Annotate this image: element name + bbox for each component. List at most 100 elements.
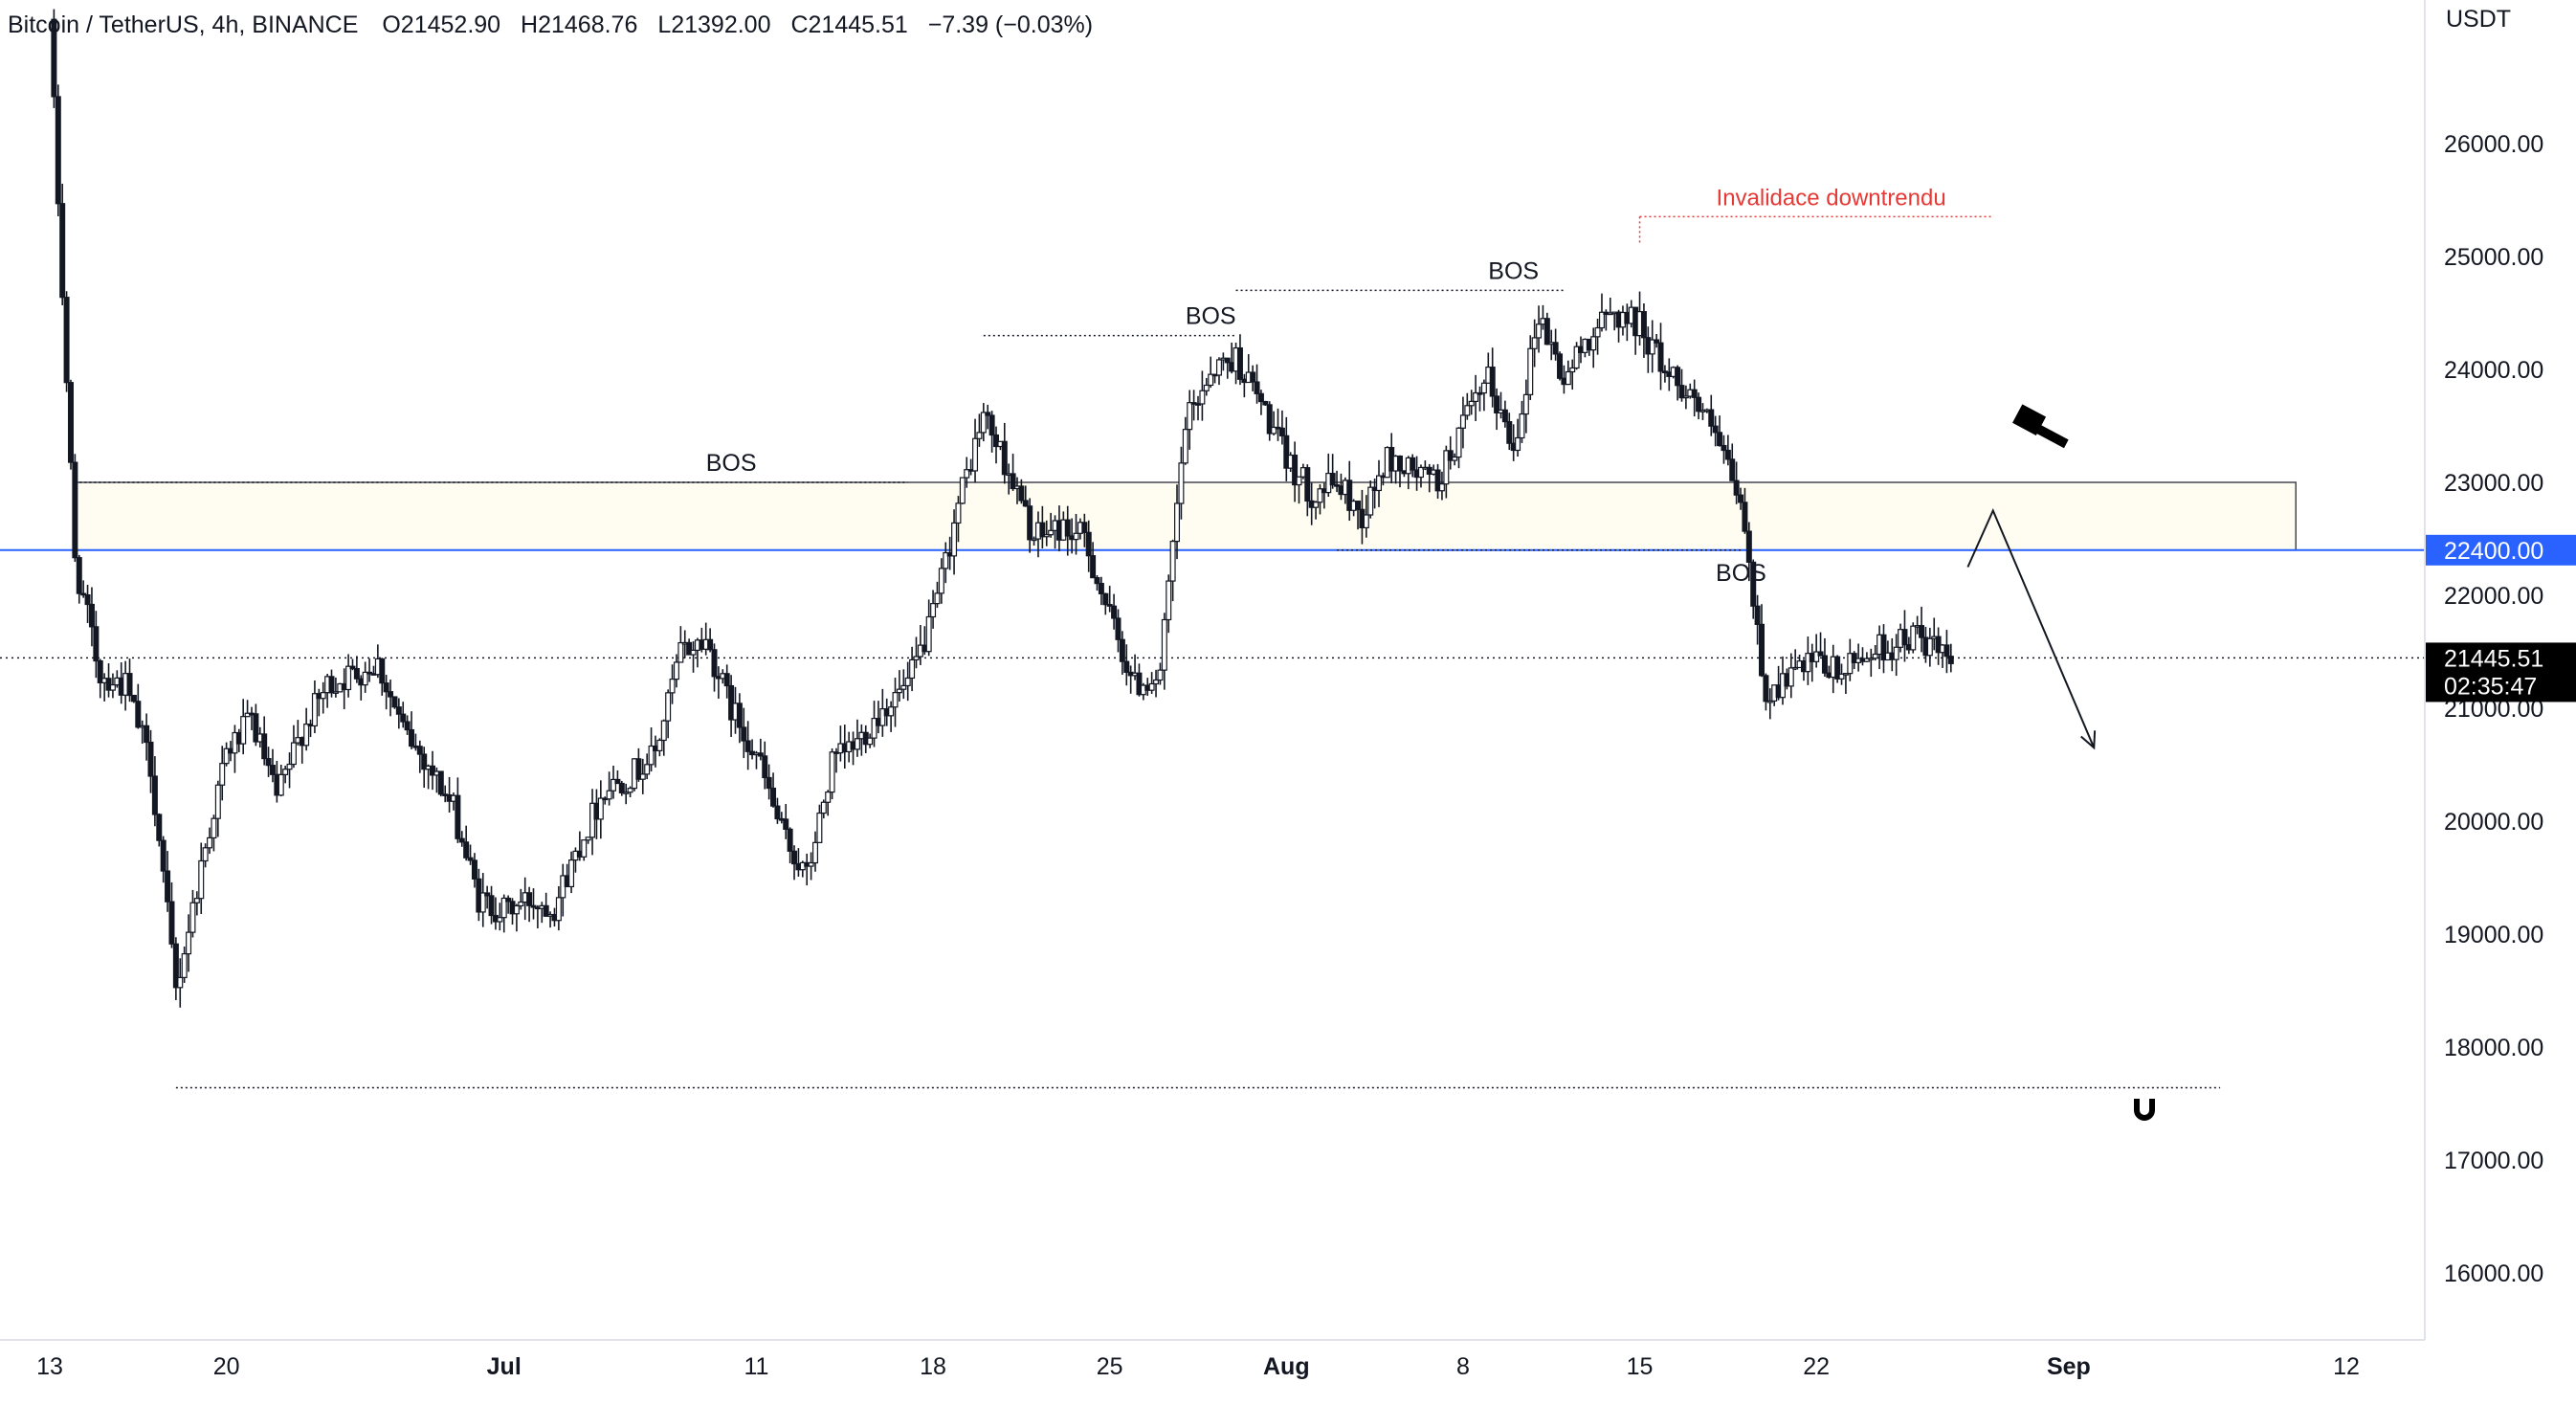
- candle-body: [1565, 370, 1571, 386]
- ohlc-close: C21445.51: [790, 11, 907, 38]
- candle: [1278, 410, 1285, 445]
- candle: [1090, 542, 1097, 579]
- candle-body: [1111, 605, 1118, 619]
- candle: [409, 711, 415, 749]
- candle: [1329, 454, 1336, 489]
- candle: [328, 669, 335, 698]
- candle-body: [1759, 623, 1765, 677]
- candle-body: [345, 665, 352, 691]
- candle: [202, 843, 209, 868]
- candle-body: [1792, 666, 1799, 670]
- candle-body: [290, 742, 297, 766]
- candle: [635, 747, 642, 782]
- candle-body: [1708, 409, 1715, 427]
- candle-body: [253, 713, 259, 743]
- candle: [774, 797, 781, 824]
- candle-body: [1926, 637, 1933, 657]
- candle-body: [1250, 371, 1256, 383]
- candle: [186, 914, 192, 972]
- price-tick-label: 25000.00: [2444, 244, 2543, 271]
- candle: [156, 813, 163, 847]
- candle: [1073, 513, 1079, 555]
- candle-body: [1682, 395, 1689, 399]
- candle: [900, 669, 907, 700]
- candle: [151, 756, 158, 827]
- price-tick-label: 24000.00: [2444, 357, 2543, 384]
- candle: [1536, 305, 1543, 353]
- candle-body: [660, 720, 667, 742]
- candle-body: [144, 725, 150, 744]
- candle: [1317, 484, 1323, 515]
- candle: [1817, 632, 1824, 657]
- candle: [909, 646, 916, 692]
- annotations-layer: BOS BOS BOS BOS Invalidace downtrendu: [75, 185, 2097, 750]
- candle-body: [55, 96, 61, 205]
- candle: [1039, 505, 1046, 549]
- price-axis[interactable]: USDT 16000.00 17000.00 18000.00 19000.00 200…: [2424, 0, 2576, 1340]
- candle-body: [1039, 522, 1046, 538]
- plot-area[interactable]: BOS BOS BOS BOS Invalidace downtrendu: [0, 9, 2425, 1089]
- candle: [1468, 390, 1475, 415]
- candle-body: [130, 694, 137, 702]
- candle-body: [1678, 385, 1685, 399]
- candle: [1682, 385, 1689, 410]
- candle-body: [530, 904, 537, 908]
- candle: [282, 766, 289, 784]
- candle-body: [787, 828, 793, 852]
- candle-body: [690, 649, 697, 656]
- candle: [618, 780, 625, 796]
- candle: [1363, 495, 1369, 538]
- candle-body: [1346, 479, 1353, 511]
- candle: [1721, 435, 1727, 464]
- candle: [1452, 453, 1458, 466]
- candle-body: [1738, 494, 1744, 503]
- candle-body: [972, 437, 979, 472]
- candle: [1640, 302, 1647, 358]
- candle-body: [723, 673, 730, 687]
- candle-body: [1148, 682, 1155, 691]
- candle: [181, 946, 188, 983]
- candle-body: [988, 414, 995, 436]
- legend-gap: [514, 11, 521, 38]
- candle-body: [76, 557, 82, 594]
- time-tick-label: 25: [1097, 1353, 1123, 1380]
- time-tick-label: 13: [36, 1353, 63, 1380]
- candle: [526, 886, 533, 923]
- candle: [1296, 476, 1302, 504]
- hammer-icon[interactable]: [2012, 404, 2073, 450]
- candle: [105, 663, 112, 698]
- candle-body: [84, 593, 91, 606]
- symbol-legend[interactable]: Bitcoin / TetherUS, 4h, BINANCE O21452.9…: [8, 11, 1093, 38]
- candle-body: [1313, 502, 1320, 508]
- candle-body: [463, 841, 470, 859]
- candle-body: [1842, 673, 1849, 676]
- candle: [1766, 688, 1773, 720]
- candle-body: [1018, 485, 1025, 502]
- price-change: −7.39 (−0.03%): [928, 11, 1093, 38]
- candle-body: [1254, 381, 1260, 394]
- candle-body: [1733, 479, 1740, 496]
- candle-body: [1494, 395, 1500, 413]
- candle: [147, 729, 154, 793]
- candle-body: [892, 692, 899, 708]
- time-tick-label: 22: [1803, 1353, 1830, 1380]
- time-axis[interactable]: 13 20 Jul 11 18 25 Aug 8 15 22 Sep 12: [0, 1339, 2576, 1405]
- candle-body: [1396, 455, 1403, 472]
- candle: [1153, 669, 1160, 698]
- candle: [757, 738, 764, 761]
- candle-body: [1102, 592, 1109, 606]
- candle: [985, 404, 991, 430]
- magnet-icon[interactable]: [2134, 1099, 2155, 1121]
- candle: [530, 888, 537, 920]
- candle-body: [1919, 625, 1925, 638]
- candle-body: [1417, 466, 1424, 479]
- candle-body: [93, 626, 100, 662]
- candle: [1893, 634, 1899, 677]
- candle-body: [879, 708, 886, 726]
- candle: [395, 698, 402, 729]
- candle-body: [1355, 501, 1362, 510]
- candle: [1480, 379, 1487, 412]
- candle-body: [1519, 413, 1525, 439]
- candle: [964, 457, 970, 488]
